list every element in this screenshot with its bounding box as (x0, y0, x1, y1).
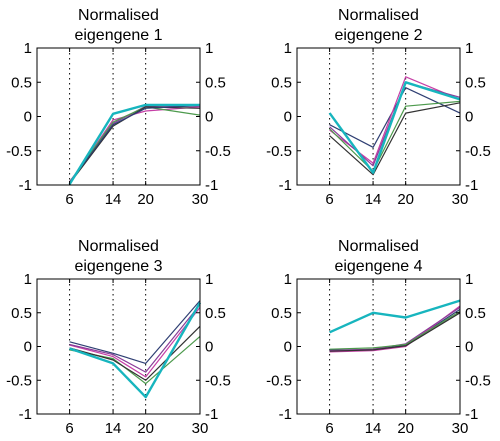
y-tick-label-left: -1 (19, 177, 32, 194)
y-tick-label-right: -1 (465, 177, 478, 194)
series-line-6 (69, 302, 202, 399)
y-tick-label-left: 0 (284, 339, 292, 356)
y-tick-label-right: 0.5 (205, 305, 226, 322)
y-tick-label-right: 0 (465, 109, 473, 126)
panel-title-line-1: Normalised (338, 238, 419, 255)
series-line-6 (328, 81, 461, 174)
x-tick-label: 20 (397, 420, 414, 437)
x-tick-label: 14 (105, 191, 122, 208)
series-line-3 (69, 106, 201, 183)
y-tick-label-left: -1 (279, 406, 292, 423)
x-tick-label: 14 (105, 420, 122, 437)
series-line-3 (329, 306, 461, 352)
y-tick-label-left: -0.5 (266, 372, 292, 389)
panel-title-line-2: eigengene 1 (74, 27, 162, 44)
series-line-2 (69, 307, 201, 378)
y-tick-label-left: 1 (24, 40, 32, 57)
panel-1: Normalised eigengene 1 -1 -1 -0.5 -0.5 0 0 0.5 0.… (6, 7, 231, 208)
y-tick-label-right: -0.5 (205, 372, 231, 389)
panel-title-line-2: eigengene 4 (334, 258, 422, 275)
y-tick-label-left: -0.5 (6, 143, 32, 160)
series-line-3 (69, 304, 201, 373)
series-line-6 (329, 299, 461, 334)
y-tick-label-right: -1 (465, 406, 478, 423)
y-tick-label-right: 0.5 (465, 305, 486, 322)
y-tick-label-right: -0.5 (465, 143, 491, 160)
y-tick-label-right: 1 (465, 40, 473, 57)
y-tick-label-left: 0 (24, 339, 32, 356)
x-tick-label: 6 (65, 420, 73, 437)
y-tick-label-right: 1 (205, 271, 213, 288)
x-tick-label: 30 (192, 420, 209, 437)
x-tick-label: 6 (325, 420, 333, 437)
y-tick-label-right: 0 (205, 109, 213, 126)
y-tick-label-right: -1 (205, 177, 218, 194)
y-tick-label-left: 0 (284, 109, 292, 126)
panel-title-line-1: Normalised (78, 7, 159, 24)
y-tick-label-left: 1 (284, 271, 292, 288)
series-line-5 (329, 312, 461, 352)
x-tick-label: 30 (192, 191, 209, 208)
x-tick-label: 20 (397, 191, 414, 208)
panel-3: Normalised eigengene 3 -1 -1 -0.5 -0.5 0 0 0.5 0.… (6, 238, 231, 437)
x-tick-label: 30 (452, 191, 469, 208)
y-tick-label-right: 0 (465, 339, 473, 356)
series-line-2 (329, 76, 461, 164)
axes-frame (36, 47, 201, 186)
y-tick-label-left: -1 (19, 406, 32, 423)
series-line-1 (69, 105, 200, 182)
series-line-4 (69, 106, 201, 184)
y-tick-label-right: -1 (205, 406, 218, 423)
series-line-6 (68, 103, 200, 185)
y-tick-label-left: 0.5 (11, 305, 32, 322)
y-tick-label-right: 1 (205, 40, 213, 57)
y-tick-label-left: 0.5 (11, 74, 32, 91)
x-tick-label: 14 (365, 420, 382, 437)
series-line-1 (329, 87, 461, 148)
y-tick-label-right: -0.5 (465, 372, 491, 389)
y-tick-label-right: 1 (465, 271, 473, 288)
panel-title-line-2: eigengene 2 (334, 27, 422, 44)
y-tick-label-left: 0 (24, 109, 32, 126)
y-tick-label-right: 0.5 (205, 74, 226, 91)
series-line-5 (69, 325, 201, 381)
series-line-4 (329, 310, 461, 350)
series-line-4 (329, 100, 461, 172)
x-tick-label: 14 (365, 191, 382, 208)
x-tick-label: 20 (137, 191, 154, 208)
series-line-5 (69, 104, 201, 183)
x-tick-label: 6 (325, 191, 333, 208)
y-tick-label-left: 0.5 (271, 74, 292, 91)
series-line-5 (329, 102, 461, 176)
y-tick-label-left: 0.5 (271, 305, 292, 322)
series-line-1 (69, 300, 201, 364)
panel-title-line-1: Normalised (338, 7, 419, 24)
y-tick-label-left: -0.5 (266, 143, 292, 160)
series-line-2 (69, 106, 201, 184)
panel-4: Normalised eigengene 4 -1 -1 -0.5 -0.5 0 0 0.5 0.… (266, 238, 491, 437)
panel-title-line-1: Normalised (78, 238, 159, 255)
y-tick-label-left: 1 (284, 40, 292, 57)
panel-2: Normalised eigengene 2 -1 -1 -0.5 -0.5 0 0 0.5 0.… (266, 7, 491, 208)
y-tick-label-right: 0.5 (465, 74, 486, 91)
y-tick-label-left: 1 (24, 271, 32, 288)
y-tick-label-left: -0.5 (6, 372, 32, 389)
panel-title-line-2: eigengene 3 (74, 258, 162, 275)
x-tick-label: 6 (65, 191, 73, 208)
y-tick-label-right: 0 (205, 339, 213, 356)
axes-frame (296, 278, 461, 415)
y-tick-label-right: -0.5 (205, 143, 231, 160)
y-tick-label-left: -1 (279, 177, 292, 194)
x-tick-label: 30 (452, 420, 469, 437)
x-tick-label: 20 (137, 420, 154, 437)
